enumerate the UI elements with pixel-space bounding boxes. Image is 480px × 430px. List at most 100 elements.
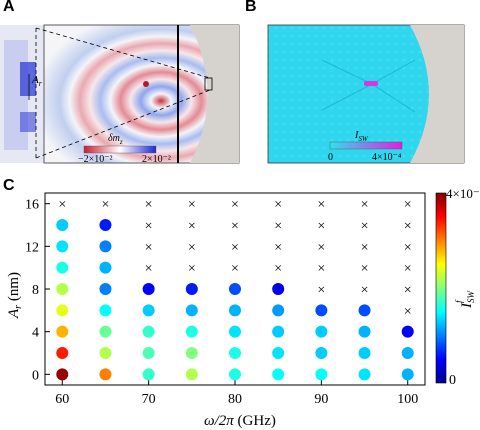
intensity-point (229, 368, 241, 381)
panel-c-y-axis-label: Ar (nm) (6, 272, 24, 319)
intensity-point (99, 368, 112, 381)
x-tick-label: 70 (142, 392, 156, 407)
intensity-point (99, 219, 112, 231)
no-transmission-marker: × (58, 198, 66, 213)
x-tick-label: 80 (228, 392, 242, 407)
intensity-point (358, 368, 371, 381)
x-tick-label: 90 (314, 392, 328, 407)
panel-b-colorbar-max: 4×10⁻⁴ (372, 152, 402, 163)
intensity-point (401, 368, 414, 381)
intensity-point (358, 347, 371, 359)
y-tick-label: 0 (32, 368, 39, 383)
no-transmission-marker: × (404, 219, 412, 234)
no-transmission-marker: × (231, 198, 239, 213)
intensity-point (56, 368, 69, 381)
no-transmission-marker: × (188, 262, 196, 277)
intensity-point (315, 347, 328, 359)
no-transmission-marker: × (317, 198, 325, 213)
no-transmission-marker: × (404, 262, 412, 277)
panel-c-colorbar-min: 0 (449, 373, 456, 388)
intensity-point (99, 325, 112, 338)
no-transmission-marker: × (361, 262, 369, 277)
panel-b-beam-edge (371, 59, 416, 113)
intensity-point (229, 325, 241, 338)
no-transmission-marker: × (404, 304, 412, 319)
intensity-point (56, 325, 69, 338)
no-transmission-marker: × (274, 262, 282, 277)
panel-a-zoom-line (35, 89, 211, 159)
no-transmission-marker: × (274, 219, 282, 234)
no-transmission-marker: × (361, 219, 369, 234)
intensity-point (272, 304, 285, 317)
intensity-point (315, 304, 328, 317)
no-transmission-marker: × (188, 198, 196, 213)
no-transmission-marker: × (404, 198, 412, 213)
no-transmission-marker: × (361, 198, 369, 213)
no-transmission-marker: × (361, 240, 369, 255)
intensity-point (99, 304, 112, 317)
intensity-point (401, 325, 414, 338)
no-transmission-marker: × (231, 219, 239, 234)
panel-a-colorbar (83, 145, 157, 154)
intensity-point (56, 261, 69, 274)
panel-a-source (143, 81, 149, 87)
panel-c-markers: × × × × × × × × × × × × × × × × × × × × × × × × × × × × × × × × × × (56, 198, 414, 381)
no-transmission-marker: × (145, 219, 153, 234)
intensity-point (272, 347, 285, 359)
intensity-point (142, 283, 155, 295)
panel-b-colorbar (329, 141, 403, 150)
panel-c-colorbar (435, 192, 447, 384)
no-transmission-marker: × (231, 262, 239, 277)
no-transmission-marker: × (274, 240, 282, 255)
panel-c-x-axis-label: ω/2π (GHz) (204, 413, 276, 429)
intensity-point (99, 347, 112, 359)
panel-a-zoom-box (204, 77, 213, 91)
panel-a-colorbar-max: 2×10⁻² (142, 154, 171, 165)
no-transmission-marker: × (317, 240, 325, 255)
panel-a-label: A (3, 0, 15, 15)
intensity-point (142, 325, 155, 338)
intensity-point (56, 283, 69, 295)
panel-a-boundary-region (190, 25, 239, 163)
intensity-point (185, 368, 198, 381)
intensity-point (56, 219, 69, 231)
panel-a-antenna-mark (20, 62, 36, 96)
y-tick-label: 16 (25, 198, 39, 213)
panel-c-label: C (3, 177, 15, 194)
panel-c-y-ticks: 0 4 8 12 16 (25, 198, 50, 383)
intensity-point (185, 325, 198, 338)
intensity-point (99, 283, 112, 295)
intensity-point (56, 347, 69, 359)
no-transmission-marker: × (145, 262, 153, 277)
no-transmission-marker: × (404, 283, 412, 298)
panel-b-label: B (245, 0, 257, 15)
no-transmission-marker: × (404, 240, 412, 255)
intensity-point (272, 283, 285, 295)
intensity-point (229, 283, 241, 295)
panel-c-x-ticks: 60 70 80 90 100 (55, 380, 418, 407)
intensity-point (99, 261, 112, 274)
no-transmission-marker: × (317, 219, 325, 234)
intensity-point (272, 368, 285, 381)
no-transmission-marker: × (317, 283, 325, 298)
intensity-point (185, 304, 198, 317)
no-transmission-marker: × (361, 283, 369, 298)
no-transmission-marker: × (188, 240, 196, 255)
panel-c-colorbar-max: 4×10⁻⁴ (446, 186, 480, 201)
no-transmission-marker: × (188, 219, 196, 234)
y-tick-label: 8 (32, 283, 39, 298)
intensity-point (142, 304, 155, 317)
panel-a-figure: Ar δmz −2×10⁻² 2×10⁻² (0, 24, 240, 165)
panel-b-boundary-region (410, 25, 464, 163)
intensity-point (142, 368, 155, 381)
intensity-point (56, 240, 69, 253)
intensity-point (358, 304, 371, 317)
no-transmission-marker: × (274, 198, 282, 213)
panel-a-zoom-line (35, 27, 211, 79)
intensity-point (99, 240, 112, 253)
panel-a-annotation: Ar (31, 74, 43, 88)
panel-b-figure: ISW 0 4×10⁻⁴ (267, 24, 465, 164)
x-tick-label: 100 (397, 392, 418, 407)
no-transmission-marker: × (317, 262, 325, 277)
